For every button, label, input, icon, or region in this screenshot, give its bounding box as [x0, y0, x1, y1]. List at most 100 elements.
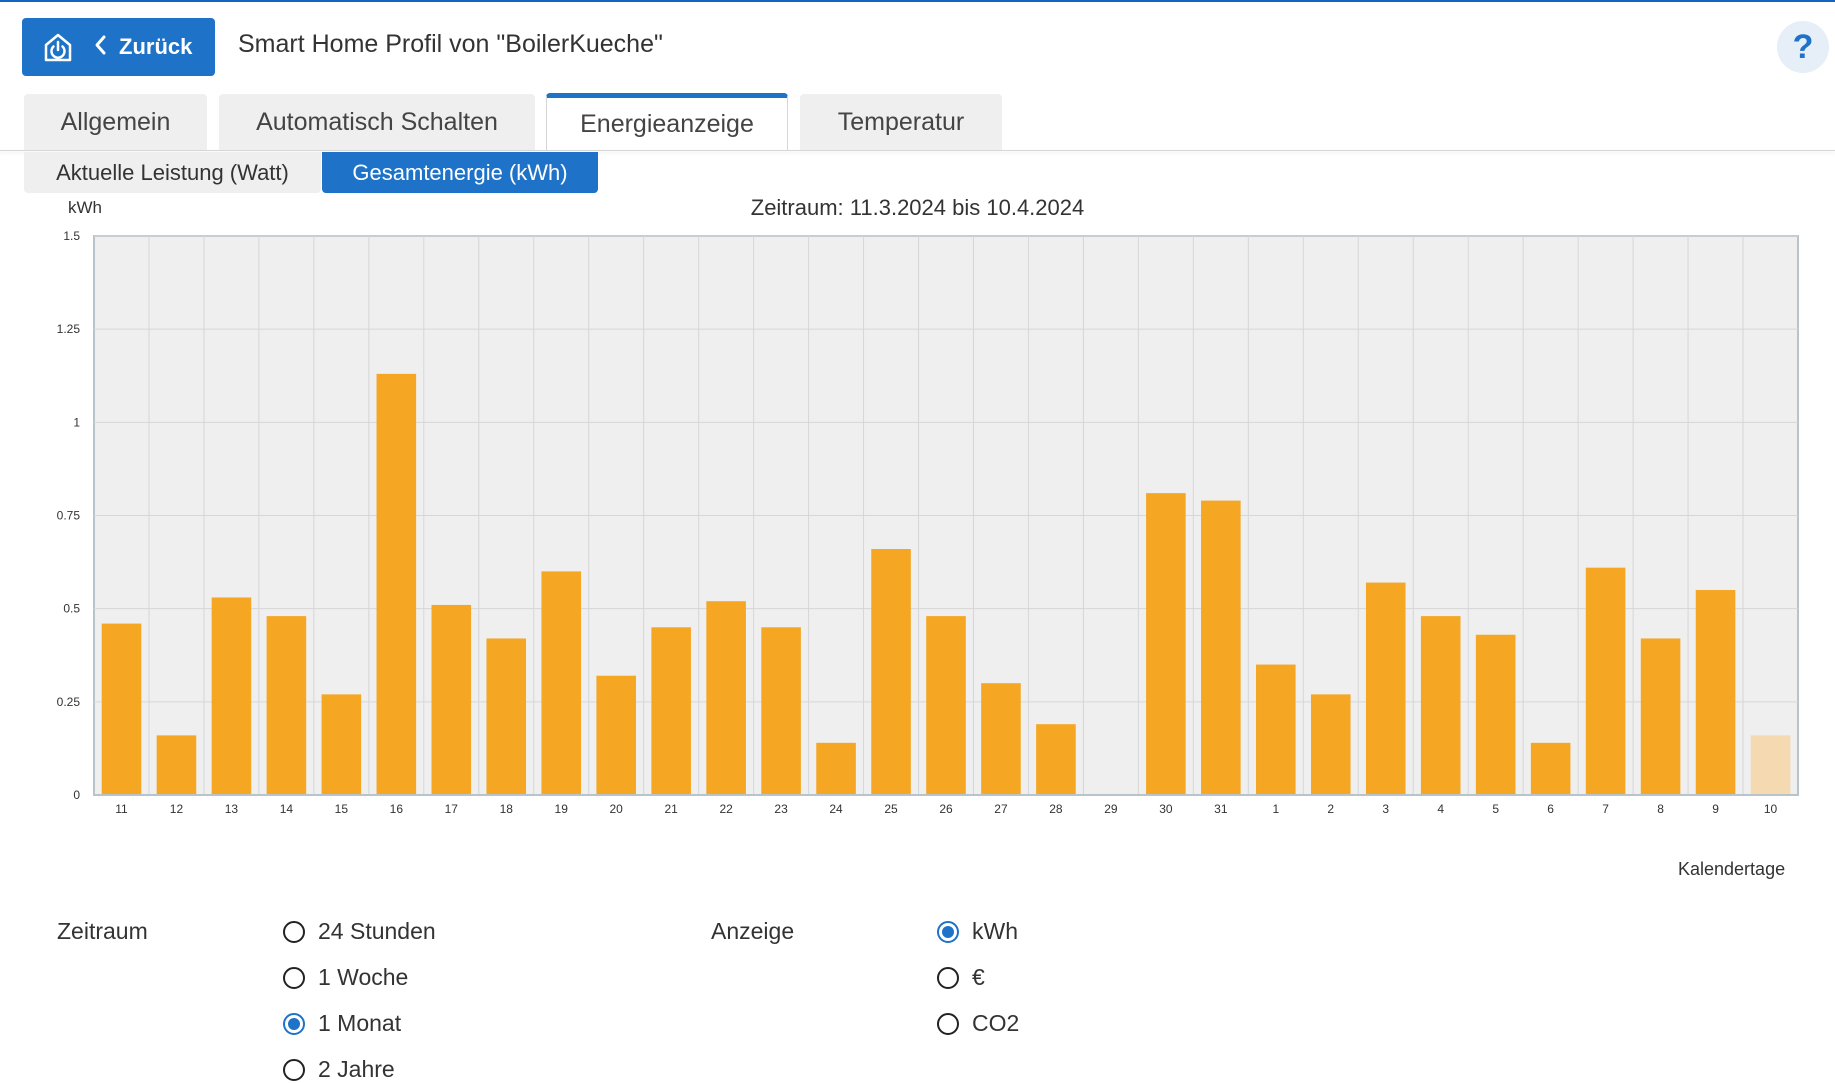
x-tick-label: 9 — [1712, 802, 1719, 816]
radio-label: 2 Jahre — [318, 1056, 395, 1083]
back-button-label: Zurück — [119, 34, 192, 60]
bar-26 — [926, 616, 966, 795]
radio-label: € — [972, 964, 985, 991]
radio-label: kWh — [972, 918, 1018, 945]
bar-19 — [541, 571, 581, 795]
x-tick-label: 3 — [1382, 802, 1389, 816]
y-tick-label: 0.25 — [57, 695, 81, 709]
page-title: Smart Home Profil von "BoilerKueche" — [238, 30, 663, 59]
bar-31 — [1201, 501, 1241, 795]
bar-1 — [1256, 665, 1296, 795]
bar-13 — [212, 597, 252, 795]
bar-16 — [377, 374, 417, 795]
radio-indicator — [937, 1013, 959, 1035]
x-tick-label: 12 — [170, 802, 184, 816]
x-tick-label: 15 — [335, 802, 349, 816]
x-tick-label: 28 — [1049, 802, 1063, 816]
subtab-aktuelle-leistung[interactable]: Aktuelle Leistung (Watt) — [24, 152, 321, 193]
x-tick-label: 20 — [610, 802, 624, 816]
x-tick-label: 19 — [555, 802, 569, 816]
y-tick-label: 1.25 — [57, 322, 81, 336]
tab-allgemein[interactable]: Allgemein — [24, 94, 207, 150]
bar-6 — [1531, 743, 1571, 795]
x-tick-label: 10 — [1764, 802, 1778, 816]
x-tick-label: 21 — [664, 802, 678, 816]
radio-1-monat[interactable]: 1 Monat — [283, 1010, 401, 1037]
bar-22 — [706, 601, 746, 795]
y-tick-label: 1 — [73, 415, 80, 429]
x-tick-label: 6 — [1547, 802, 1554, 816]
radio-24-stunden[interactable]: 24 Stunden — [283, 918, 436, 945]
x-tick-label: 11 — [115, 802, 128, 816]
x-tick-label: 22 — [719, 802, 733, 816]
radio-indicator — [283, 921, 305, 943]
x-tick-label: 2 — [1327, 802, 1334, 816]
x-tick-label: 26 — [939, 802, 953, 816]
help-icon: ? — [1793, 28, 1814, 67]
radio-label: CO2 — [972, 1010, 1019, 1037]
bar-11 — [102, 624, 142, 795]
bar-4 — [1421, 616, 1461, 795]
bar-24 — [816, 743, 856, 795]
y-tick-label: 1.5 — [63, 229, 80, 243]
x-tick-label: 18 — [500, 802, 514, 816]
bar-5 — [1476, 635, 1516, 795]
y-tick-label: 0 — [73, 788, 80, 802]
bar-12 — [157, 735, 197, 795]
x-tick-label: 23 — [774, 802, 788, 816]
x-tick-label: 25 — [884, 802, 898, 816]
bar-25 — [871, 549, 911, 795]
radio-indicator — [937, 967, 959, 989]
bar-2 — [1311, 694, 1351, 795]
bar-7 — [1586, 568, 1626, 795]
tab-temperatur[interactable]: Temperatur — [800, 94, 1002, 150]
top-accent-line — [0, 0, 1835, 2]
x-tick-label: 27 — [994, 802, 1008, 816]
chevron-left-icon — [93, 34, 107, 60]
help-button[interactable]: ? — [1777, 21, 1829, 73]
radio-label: 24 Stunden — [318, 918, 436, 945]
x-tick-label: 29 — [1104, 802, 1118, 816]
radio-indicator — [937, 921, 959, 943]
x-tick-label: 5 — [1492, 802, 1499, 816]
subtab-gesamtenergie[interactable]: Gesamtenergie (kWh) — [322, 152, 598, 193]
bar-9 — [1696, 590, 1736, 795]
bar-27 — [981, 683, 1021, 795]
bar-20 — [596, 676, 636, 795]
tab-divider — [0, 150, 1835, 151]
tab-energieanzeige[interactable]: Energieanzeige — [546, 93, 788, 151]
radio-co2[interactable]: CO2 — [937, 1010, 1019, 1037]
x-tick-label: 30 — [1159, 802, 1173, 816]
x-tick-label: 17 — [445, 802, 459, 816]
x-tick-label: 13 — [225, 802, 239, 816]
bar-8 — [1641, 638, 1681, 795]
radio-euro[interactable]: € — [937, 964, 985, 991]
x-tick-label: 31 — [1214, 802, 1228, 816]
radio-2-jahre[interactable]: 2 Jahre — [283, 1056, 395, 1083]
x-tick-label: 1 — [1272, 802, 1279, 816]
bar-17 — [432, 605, 472, 795]
y-tick-label: 0.75 — [57, 509, 81, 523]
x-tick-label: 7 — [1602, 802, 1609, 816]
bar-28 — [1036, 724, 1076, 795]
tab-automatisch-schalten[interactable]: Automatisch Schalten — [219, 94, 535, 150]
y-tick-label: 0.5 — [63, 602, 80, 616]
bar-30 — [1146, 493, 1186, 795]
radio-indicator — [283, 1013, 305, 1035]
radio-1-woche[interactable]: 1 Woche — [283, 964, 408, 991]
x-tick-label: 14 — [280, 802, 294, 816]
smart-plug-icon — [41, 30, 75, 64]
x-tick-label: 4 — [1437, 802, 1444, 816]
x-axis-title: Kalendertage — [1678, 859, 1785, 880]
radio-indicator — [283, 1059, 305, 1081]
zeitraum-label: Zeitraum — [57, 918, 148, 945]
x-tick-label: 16 — [390, 802, 404, 816]
anzeige-label: Anzeige — [711, 918, 794, 945]
x-tick-label: 8 — [1657, 802, 1664, 816]
bar-18 — [486, 638, 526, 795]
back-button[interactable]: Zurück — [22, 18, 215, 76]
radio-label: 1 Monat — [318, 1010, 401, 1037]
bar-10 — [1751, 735, 1791, 795]
radio-kwh[interactable]: kWh — [937, 918, 1018, 945]
bar-21 — [651, 627, 691, 795]
